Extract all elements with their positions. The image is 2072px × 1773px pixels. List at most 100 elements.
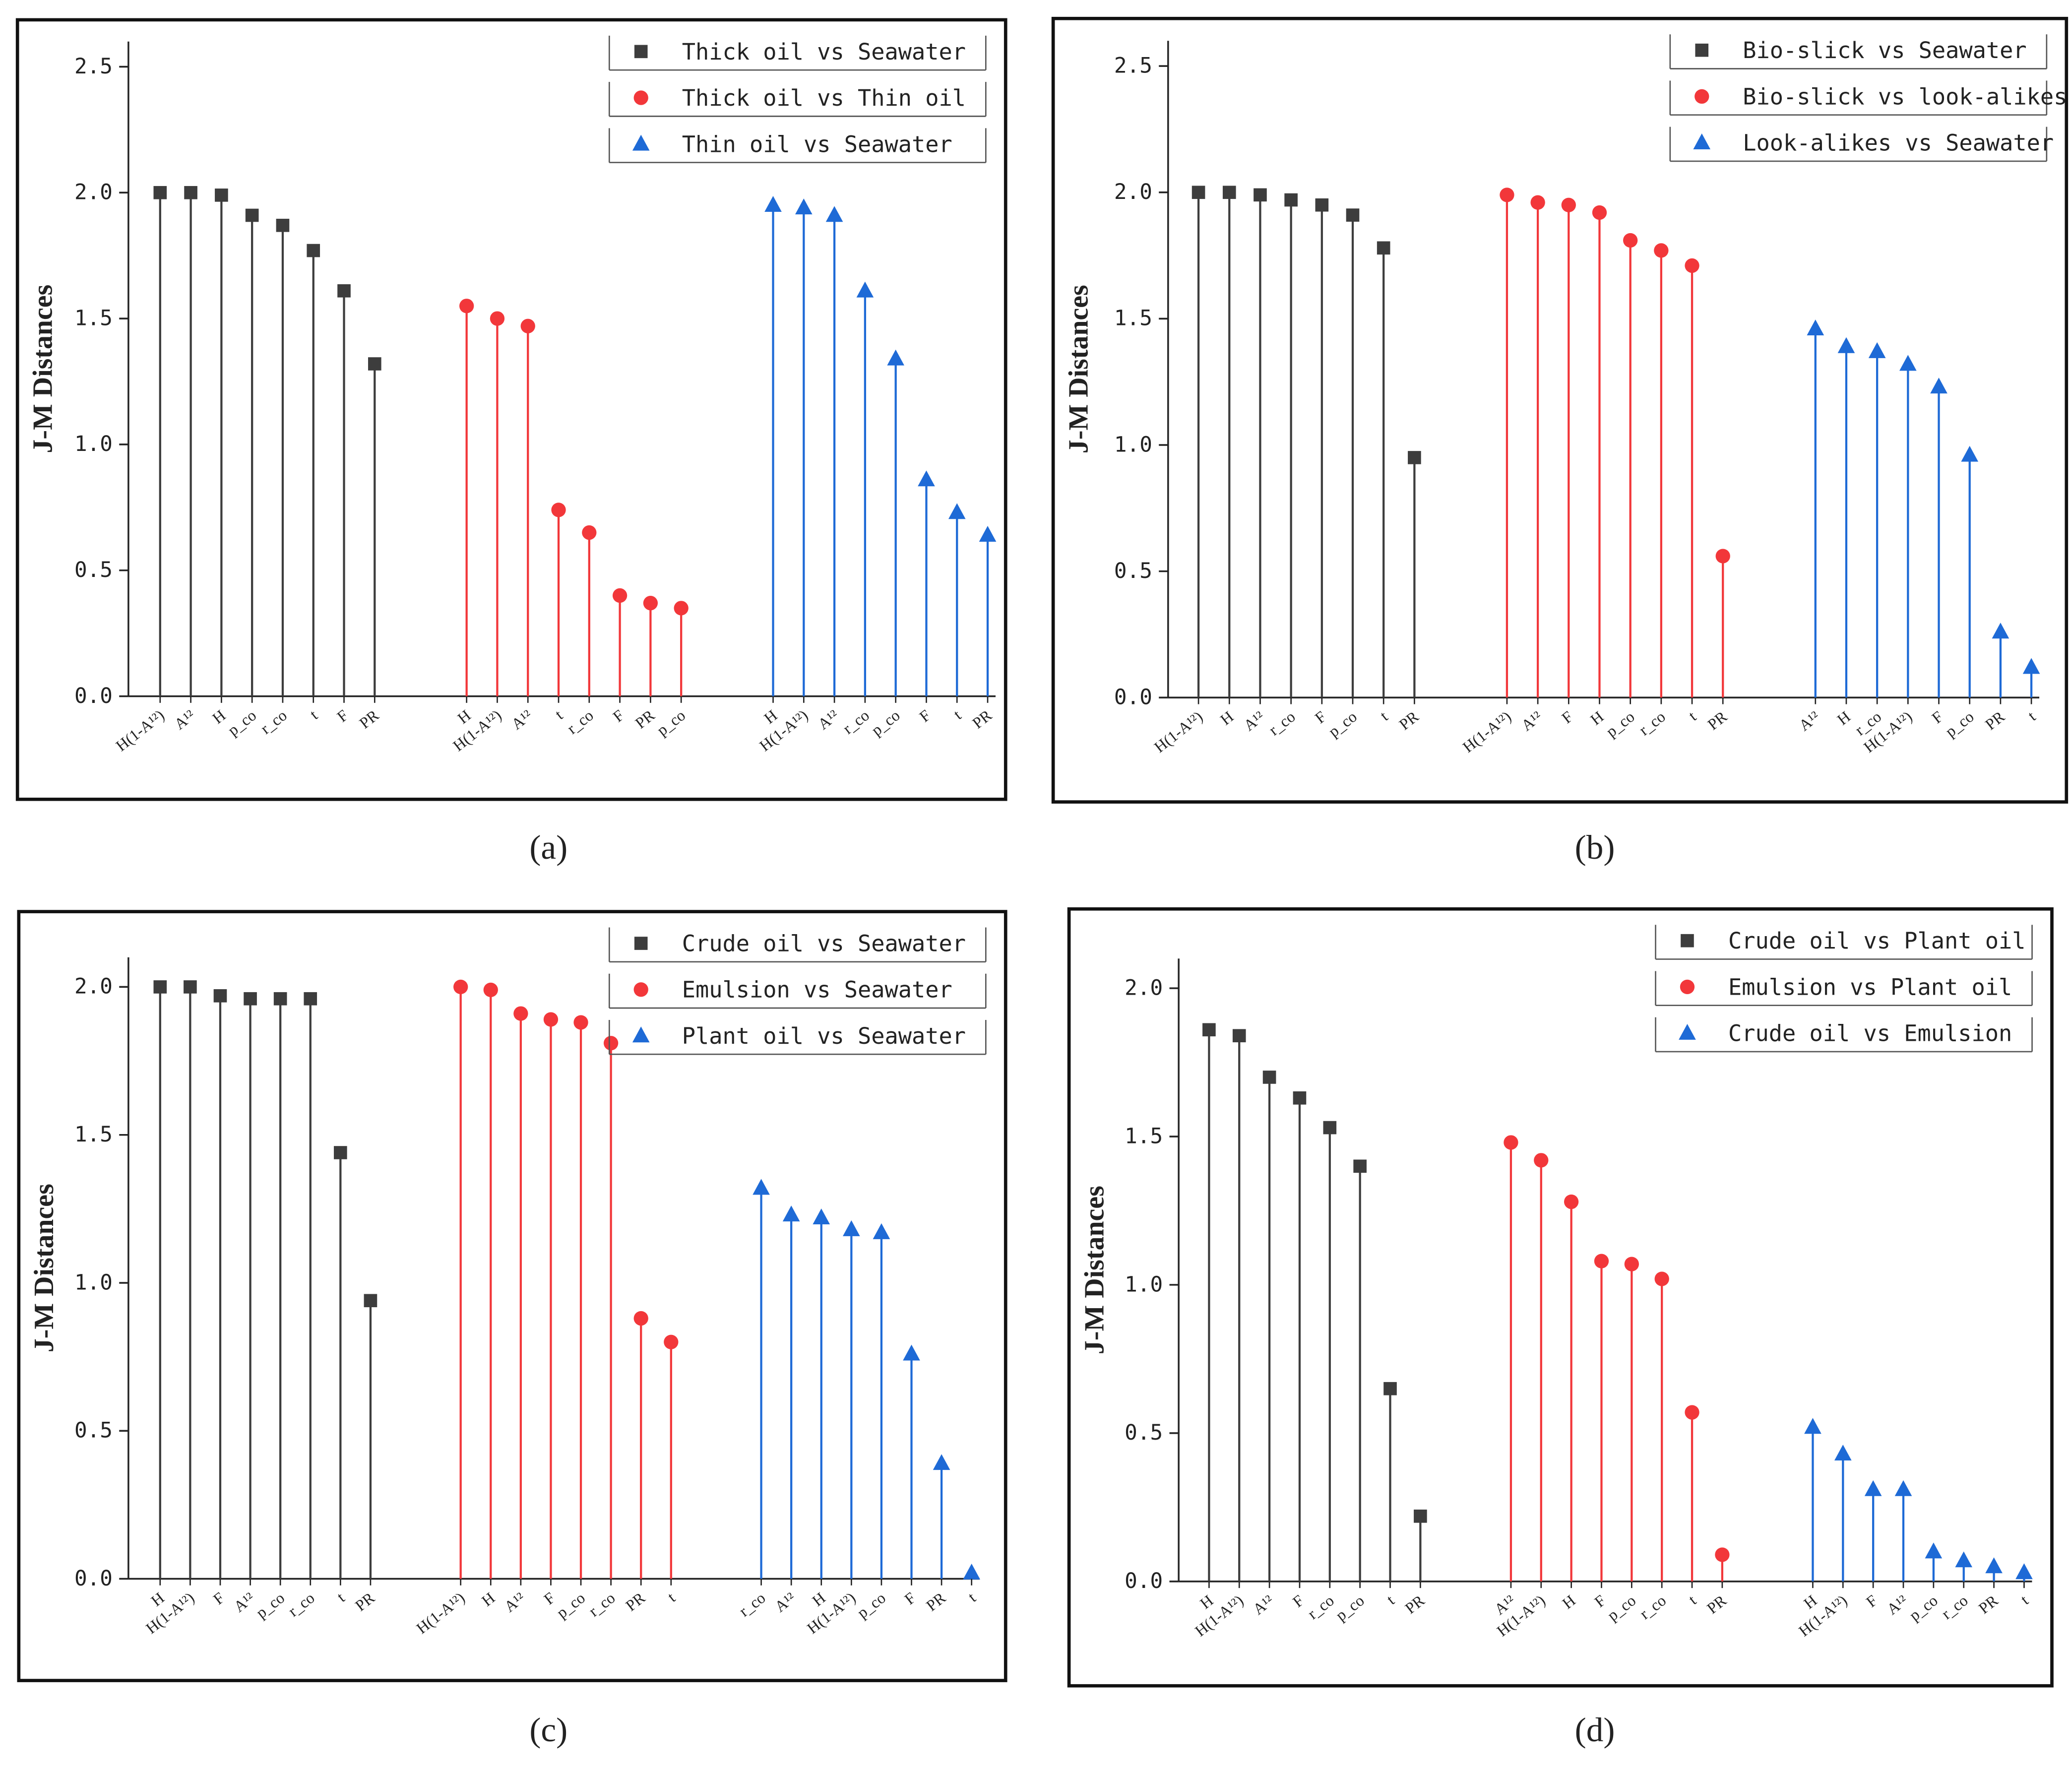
stem [245,208,259,697]
stem [153,980,167,1579]
stem [643,596,658,697]
x-tick-label: t [334,1589,348,1605]
marker [634,45,648,59]
marker [2015,1563,2033,1580]
marker [1534,1153,1549,1168]
x-tick-label: PR [1396,707,1422,733]
stem [1408,451,1421,698]
x-tick-label: t [307,706,321,723]
marker [1985,1557,2003,1574]
x-tick-label: r_co [1636,1591,1669,1623]
marker [1592,205,1607,220]
stem [887,349,904,697]
stem [1534,1153,1549,1582]
marker [1408,451,1421,464]
stem [1346,208,1360,698]
marker [1679,1023,1696,1040]
marker [633,90,648,105]
stem [1868,342,1886,698]
marker [1561,197,1576,212]
marker [582,525,597,540]
stem [1715,549,1730,698]
marker [1504,1135,1518,1150]
x-tick-label: p_co [1942,708,1977,741]
stem [825,206,843,697]
panel-label: (b) [1575,828,1615,866]
marker [337,284,351,298]
x-tick-label: r_co [736,1589,768,1620]
stem [1284,193,1298,698]
stem [674,601,689,697]
stem [1837,337,1855,698]
stem [1899,355,1917,698]
x-tick-label: H(1-A¹²) [1459,708,1514,756]
legend-label: Plant oil vs Seawater [682,1023,966,1049]
marker [1654,1271,1669,1286]
marker [664,1334,679,1349]
marker [887,349,904,366]
marker [1192,186,1205,199]
marker [632,1026,650,1043]
stem [782,1205,800,1579]
legend-label: Bio-slick vs look-alikes [1743,83,2067,110]
x-tick-label: t [2017,1591,2032,1608]
marker [1894,1480,1912,1496]
stem [603,1036,619,1579]
y-tick-label: 0.0 [74,684,113,708]
x-tick-label: PR [1704,1591,1730,1617]
stem [364,1294,377,1579]
stem [1894,1480,1912,1582]
marker [368,357,381,371]
marker [551,503,566,517]
stem [753,1179,770,1579]
marker [334,1146,347,1159]
y-tick-label: 1.0 [1125,1272,1163,1297]
x-tick-label: r_co [1265,708,1298,739]
x-tick-label: t [965,1589,979,1605]
panel-label: (a) [529,828,567,866]
marker [918,470,935,487]
x-tick-label: p_co [1906,1591,1941,1624]
legend-label: Thick oil vs Thin oil [682,85,966,111]
stem [633,1311,648,1579]
marker [1715,549,1730,564]
marker [843,1220,860,1236]
x-tick-label: H(1-A¹²) [113,706,168,755]
y-axis-label: J-M Distances [1079,1186,1110,1354]
x-tick-label: F [334,706,352,726]
stem [453,979,468,1579]
marker [1685,258,1699,273]
legend-label: Bio-slick vs Seawater [1743,37,2026,63]
marker [483,982,498,998]
panel-label: (d) [1575,1710,1615,1749]
stem [153,186,167,697]
marker [1992,623,2009,639]
y-tick-label: 1.5 [74,306,113,330]
x-tick-label: r_co [285,1589,317,1620]
stem [1564,1194,1579,1582]
x-tick-label: p_co [1332,1591,1367,1624]
stem [304,992,317,1579]
marker [513,1006,528,1021]
x-tick-label: H [1559,1591,1579,1612]
marker [2022,658,2040,674]
marker [184,186,197,199]
marker [1377,241,1390,255]
stem [1961,445,1979,698]
x-tick-label: p_co [868,706,903,739]
stem [1232,1029,1246,1582]
stem [856,281,874,697]
x-tick-label: r_co [257,706,290,738]
stem [903,1344,920,1579]
stem [1262,1071,1276,1582]
marker [1955,1551,1973,1568]
x-tick-label: PR [1402,1591,1428,1617]
stem [1592,205,1607,698]
frame [17,910,1007,1682]
marker [304,992,317,1006]
marker [963,1563,980,1580]
y-tick-label: 1.5 [1125,1124,1163,1148]
x-tick-label: F [901,1589,919,1608]
marker [1202,1023,1216,1037]
